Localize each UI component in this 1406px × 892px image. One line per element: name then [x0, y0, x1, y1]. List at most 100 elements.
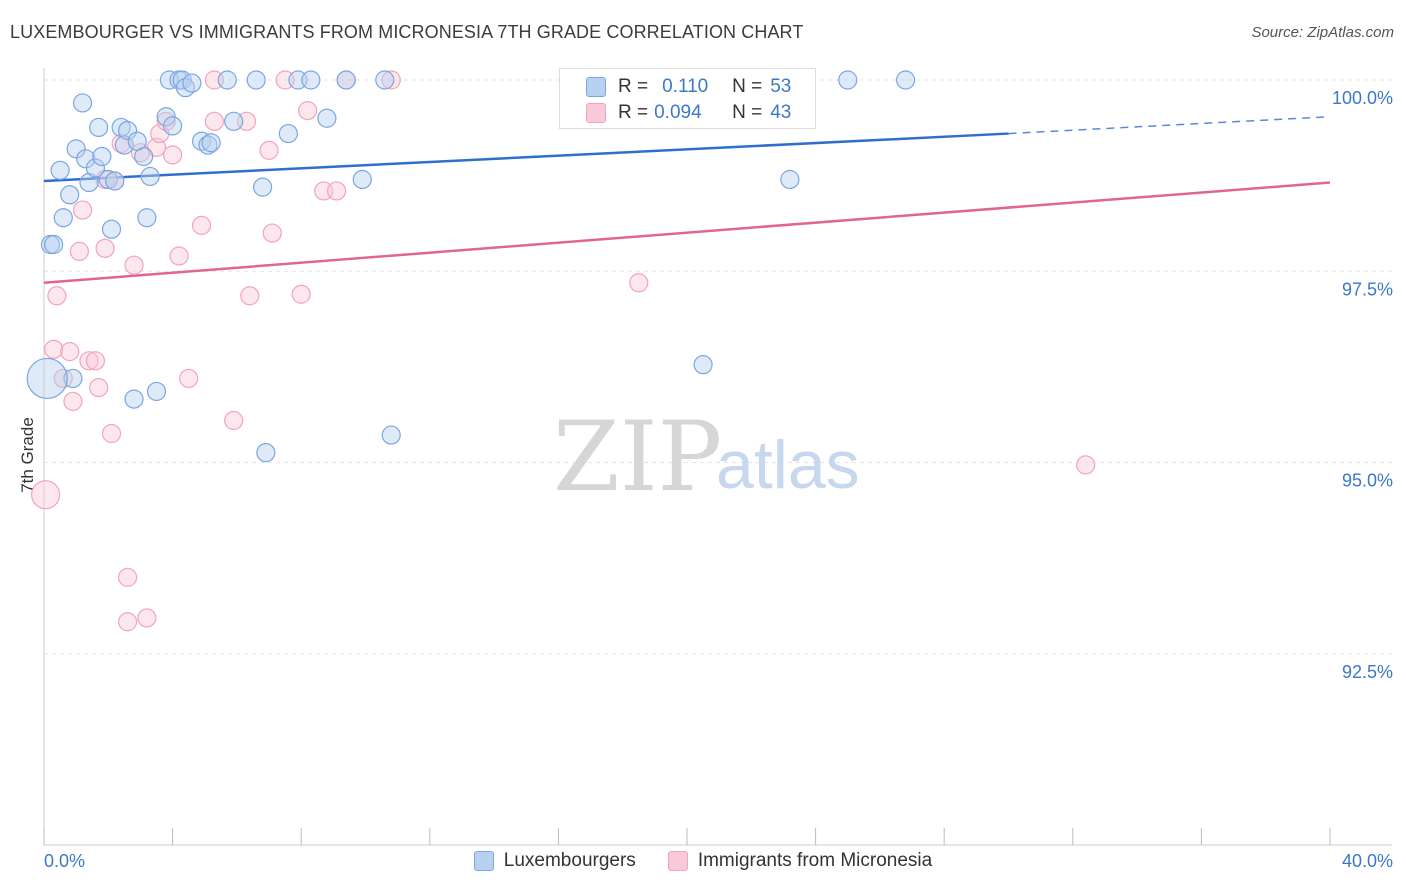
stats-swatch-pink: [586, 103, 606, 123]
point-luxembourger: [60, 185, 80, 205]
x-axis-min-label: 0.0%: [44, 851, 86, 871]
point-luxembourger: [693, 355, 713, 375]
chart-title: LUXEMBOURGER VS IMMIGRANTS FROM MICRONES…: [10, 22, 804, 42]
stats-row-luxembourgers: R = 0.110 N = 53: [586, 74, 791, 100]
point-micronesia: [240, 286, 260, 306]
point-luxembourger: [182, 73, 202, 93]
point-luxembourger: [114, 135, 134, 155]
point-luxembourger: [50, 160, 70, 180]
point-micronesia: [85, 351, 106, 371]
stats-r-value: 0.094: [654, 102, 702, 123]
point-micronesia: [191, 215, 212, 235]
point-luxembourger: [301, 70, 321, 90]
point-luxembourger: [92, 146, 112, 167]
trend-line-luxembourgers: [43, 132, 1009, 183]
point-micronesia: [259, 140, 279, 160]
point-luxembourger: [201, 133, 221, 153]
stats-n-value: 53: [770, 76, 792, 97]
point-micronesia: [204, 111, 224, 131]
point-luxembourger: [896, 70, 916, 90]
stats-r-label: R =: [618, 102, 649, 123]
trend-line-luxembourgers-extrapolated: [1008, 115, 1331, 135]
watermark-atlas: atlas: [716, 427, 860, 503]
y-tick-label: 97.5%: [1342, 279, 1393, 299]
point-luxembourger: [44, 234, 64, 255]
point-luxembourger: [224, 111, 244, 131]
stats-r-value: 0.110: [662, 76, 709, 97]
stats-r-label: R =: [618, 76, 649, 97]
point-micronesia: [95, 238, 115, 258]
point-luxembourger: [98, 169, 118, 190]
point-luxembourger: [105, 171, 125, 191]
point-micronesia: [117, 567, 138, 587]
trend-lines: [43, 115, 1331, 285]
y-tick-label: 92.5%: [1342, 662, 1393, 682]
point-micronesia: [60, 342, 80, 362]
point-luxembourger: [217, 70, 237, 90]
legend: Luxembourgers Immigrants from Micronesia: [0, 850, 1406, 872]
data-points: [26, 70, 1096, 632]
point-micronesia: [47, 286, 67, 306]
point-micronesia: [262, 223, 282, 243]
point-luxembourger: [72, 93, 93, 113]
point-luxembourger: [381, 425, 401, 445]
point-micronesia: [163, 145, 183, 165]
watermark-zip: ZIP: [553, 401, 722, 513]
legend-label-luxembourgers: Luxembourgers: [503, 850, 636, 871]
legend-item-micronesia: Immigrants from Micronesia: [667, 850, 933, 872]
point-luxembourger: [137, 208, 157, 228]
stats-swatch-blue: [586, 77, 606, 97]
point-micronesia: [179, 368, 199, 389]
point-micronesia: [117, 612, 138, 632]
point-micronesia: [169, 246, 189, 266]
chart-source: Source: ZipAtlas.com: [1251, 24, 1394, 41]
point-micronesia: [44, 339, 64, 359]
point-micronesia: [298, 101, 318, 121]
point-micronesia: [31, 480, 61, 510]
point-micronesia: [79, 351, 99, 371]
point-luxembourger: [246, 70, 266, 90]
point-luxembourger: [124, 389, 144, 409]
stats-n-label: N =: [732, 102, 763, 123]
point-luxembourger: [26, 357, 68, 400]
y-tick-label: 95.0%: [1342, 471, 1393, 491]
legend-label-micronesia: Immigrants from Micronesia: [697, 850, 933, 871]
point-micronesia: [53, 368, 73, 389]
point-luxembourger: [375, 70, 395, 90]
point-luxembourger: [53, 208, 73, 228]
point-micronesia: [224, 410, 244, 431]
point-luxembourger: [146, 381, 167, 402]
point-luxembourger: [127, 131, 147, 151]
point-luxembourger: [780, 169, 800, 190]
point-micronesia: [69, 241, 89, 262]
legend-swatch-pink: [667, 851, 688, 871]
trend-line-micronesia: [43, 181, 1331, 285]
point-luxembourger: [253, 177, 273, 197]
y-tick-label: 100.0%: [1332, 88, 1393, 108]
point-micronesia: [326, 181, 347, 201]
axes: [43, 68, 1392, 846]
point-luxembourger: [838, 70, 858, 90]
point-luxembourger: [317, 108, 337, 128]
point-luxembourger: [352, 169, 372, 190]
point-micronesia: [381, 70, 401, 90]
watermark: ZIP atlas: [553, 401, 860, 513]
legend-item-luxembourgers: Luxembourgers: [473, 850, 636, 872]
point-luxembourger: [66, 139, 86, 159]
point-luxembourger: [117, 120, 138, 141]
y-tick-labels: 92.5% 95.0% 97.5% 100.0%: [1332, 88, 1393, 682]
point-micronesia: [291, 284, 311, 304]
stats-n-label: N =: [732, 76, 763, 97]
point-micronesia: [1076, 455, 1096, 475]
point-luxembourger: [89, 117, 109, 138]
point-micronesia: [137, 608, 157, 628]
point-micronesia: [63, 391, 83, 411]
point-luxembourger: [63, 368, 83, 389]
point-luxembourger: [256, 443, 276, 463]
stats-n-value: 43: [770, 102, 792, 123]
point-luxembourger: [336, 70, 356, 90]
legend-swatch-blue: [473, 851, 494, 871]
point-micronesia: [629, 273, 649, 293]
point-luxembourger: [101, 219, 122, 239]
